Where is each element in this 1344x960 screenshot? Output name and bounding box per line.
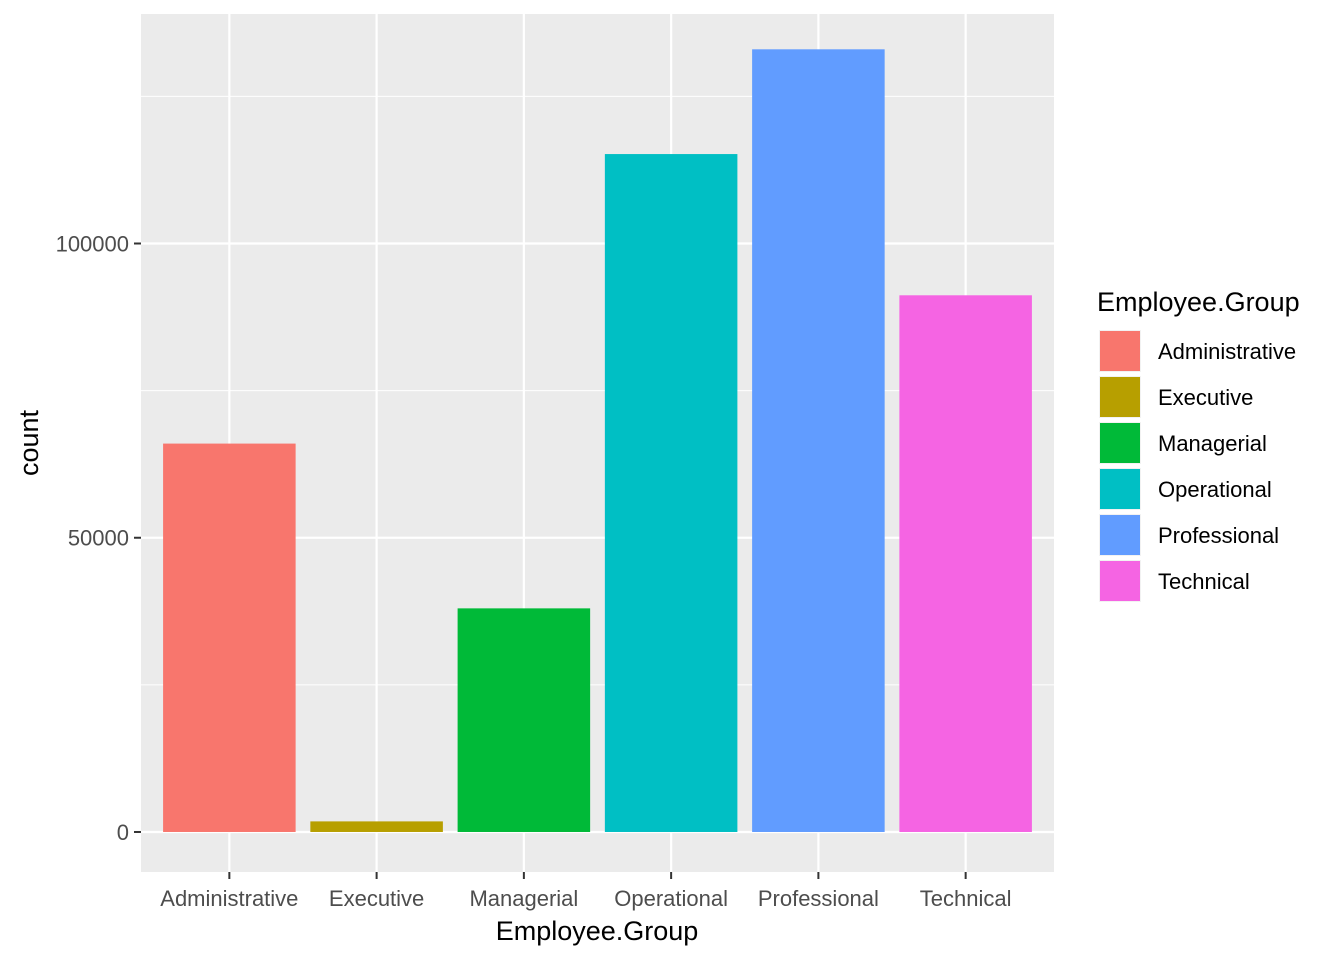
legend-label-administrative: Administrative [1158, 339, 1296, 364]
x-axis-title: Employee.Group [496, 916, 699, 946]
x-tick-label: Executive [329, 886, 424, 911]
legend-label-professional: Professional [1158, 523, 1279, 548]
legend-swatch-executive [1100, 377, 1140, 417]
bar-technical [899, 295, 1032, 832]
x-tick-label: Technical [920, 886, 1012, 911]
x-tick-label: Operational [614, 886, 728, 911]
bar-managerial [457, 608, 591, 832]
legend-swatch-managerial [1100, 423, 1140, 463]
bar-administrative [163, 443, 296, 832]
y-tick-label: 0 [117, 820, 129, 845]
legend-swatch-administrative [1100, 331, 1140, 371]
y-tick-label: 50000 [68, 526, 129, 551]
legend-swatch-technical [1100, 561, 1140, 601]
legend-label-technical: Technical [1158, 569, 1250, 594]
x-tick-label: Managerial [469, 886, 578, 911]
x-tick-label: Professional [758, 886, 879, 911]
legend-title: Employee.Group [1097, 287, 1300, 317]
legend-label-managerial: Managerial [1158, 431, 1267, 456]
y-axis-title: count [14, 409, 44, 476]
bar-operational [604, 154, 738, 832]
y-tick-label: 100000 [56, 232, 129, 257]
bar-professional [752, 49, 885, 832]
legend-label-executive: Executive [1158, 385, 1253, 410]
x-tick-label: Administrative [160, 886, 298, 911]
legend-swatch-professional [1100, 515, 1140, 555]
legend-swatch-operational [1100, 469, 1140, 509]
legend-label-operational: Operational [1158, 477, 1272, 502]
bar-executive [310, 821, 443, 832]
